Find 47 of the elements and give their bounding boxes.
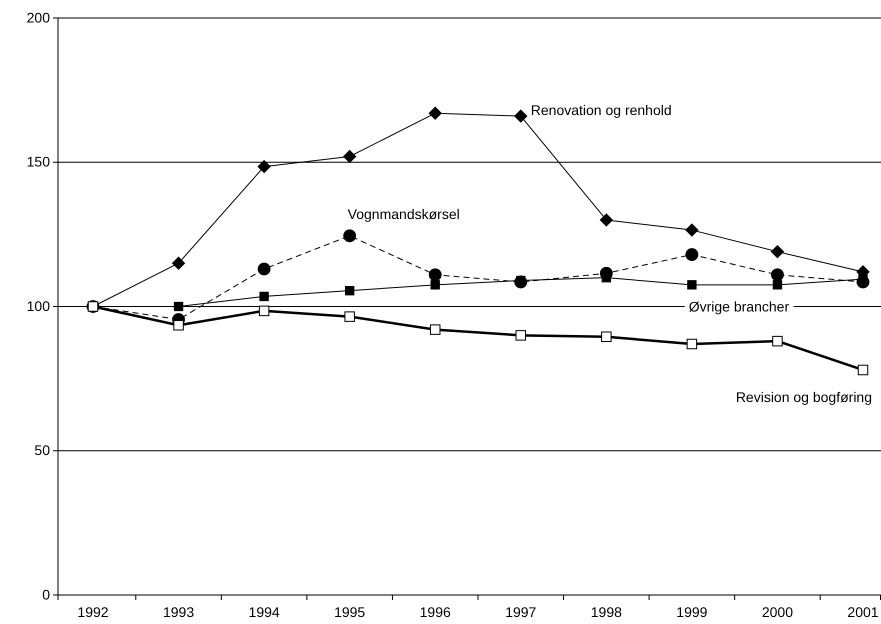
x-tick-label: 1996 <box>420 604 452 620</box>
point <box>259 292 269 302</box>
point <box>770 245 784 258</box>
x-tick-label: 2001 <box>847 604 879 620</box>
point <box>772 280 782 290</box>
point <box>685 248 698 261</box>
y-tick-label: 200 <box>26 9 50 26</box>
y-tick-label: 100 <box>26 298 50 314</box>
point <box>343 229 356 242</box>
point <box>771 268 784 282</box>
point <box>514 110 528 123</box>
point <box>685 224 698 237</box>
point <box>428 106 442 120</box>
series-label: Renovation og renhold <box>530 102 672 118</box>
point <box>172 256 186 270</box>
point <box>344 311 355 322</box>
x-tick-label: 1993 <box>162 604 194 620</box>
point <box>600 213 613 226</box>
y-tick-label: 0 <box>42 586 50 602</box>
point <box>258 262 271 276</box>
point <box>430 324 440 335</box>
x-tick-label: 1999 <box>676 604 708 620</box>
point <box>428 268 442 282</box>
point <box>601 332 612 342</box>
point <box>258 160 271 174</box>
series-label: Revision og bogføring <box>736 388 872 405</box>
point <box>173 320 184 330</box>
point <box>858 364 868 376</box>
point <box>687 280 697 290</box>
y-tick-label: 50 <box>34 442 50 458</box>
point <box>174 302 184 312</box>
x-tick-label: 2000 <box>762 604 794 620</box>
x-tick-label: 1992 <box>77 604 109 620</box>
x-tick-label: 1998 <box>590 604 622 620</box>
series-label: Vognmandskørsel <box>348 206 460 222</box>
point <box>343 150 356 163</box>
point <box>686 338 698 350</box>
x-tick-label: 1995 <box>334 604 366 620</box>
y-tick-label: 150 <box>26 154 50 170</box>
point <box>430 280 440 290</box>
point <box>258 306 270 316</box>
x-tick-label: 1997 <box>505 604 537 620</box>
point <box>344 286 354 296</box>
x-tick-label: 1994 <box>248 604 280 620</box>
point <box>516 330 526 341</box>
point <box>772 336 783 346</box>
series-label: Øvrige brancher <box>688 298 790 314</box>
